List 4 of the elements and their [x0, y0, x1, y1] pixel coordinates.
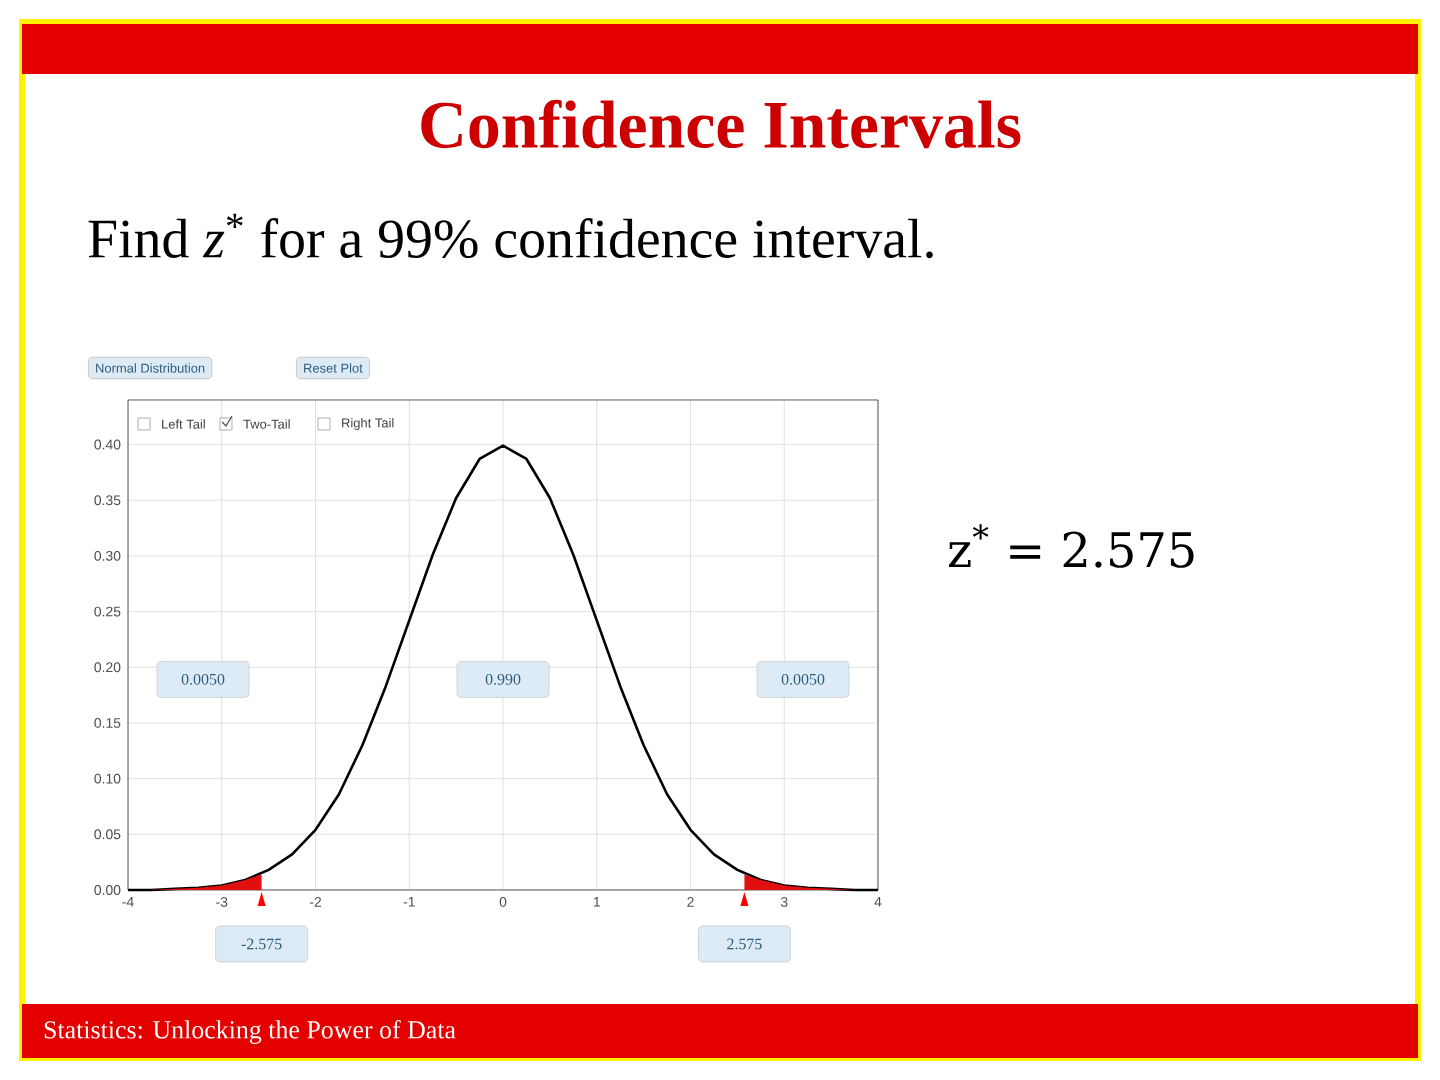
text: z$^{*}$ = 2.575	[948, 524, 1194, 568]
chart-title: Confidence Intervals	[421, 99, 1021, 149]
chart-subtitle: Find z$^{*}$ for a 99% confidence interval.	[88, 213, 933, 259]
text: Statistics: Unlocking the Power of Data	[44, 1020, 456, 1044]
